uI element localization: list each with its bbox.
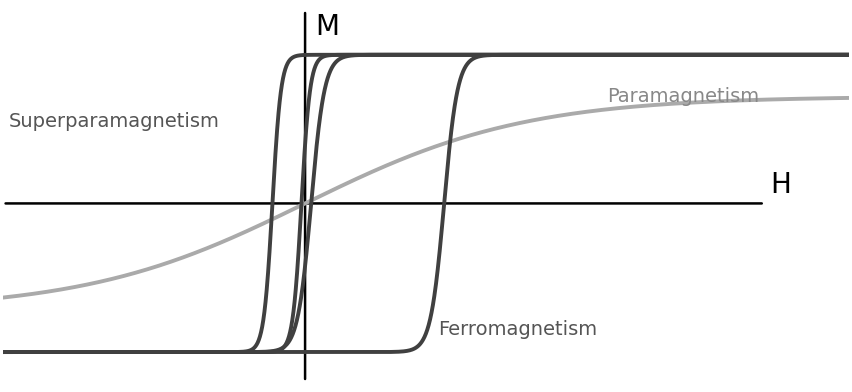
Text: Superparamagnetism: Superparamagnetism (9, 112, 220, 131)
Text: Ferromagnetism: Ferromagnetism (438, 320, 597, 339)
Text: M: M (314, 13, 339, 41)
Text: H: H (770, 171, 792, 199)
Text: Paramagnetism: Paramagnetism (607, 87, 759, 106)
